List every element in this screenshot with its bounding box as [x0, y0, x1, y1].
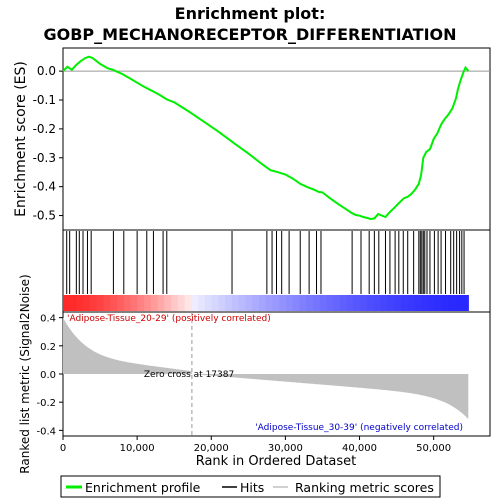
heat-bar-segment — [312, 295, 321, 311]
heat-bar-segment — [231, 295, 240, 311]
heat-bar-segment — [394, 295, 402, 311]
heat-bar-segment — [238, 295, 246, 311]
heat-bar-segment — [272, 295, 280, 311]
es-y-tick-label: -0.4 — [33, 180, 56, 194]
enrichment-profile-line — [62, 55, 470, 221]
rank-x-tick-label: 20,000 — [194, 443, 229, 454]
heat-bar-segment — [76, 295, 84, 311]
heat-bar-segment — [407, 295, 415, 311]
heat-bar-segment — [117, 295, 125, 311]
heat-bar-segment — [427, 295, 436, 311]
rank-y-tick-label: -0.2 — [36, 398, 56, 409]
legend-entry-metric: Ranking metric scores — [295, 480, 434, 495]
heat-bar-segment — [171, 295, 179, 311]
heat-bar-segment — [299, 295, 307, 311]
heat-bar-segment — [292, 295, 301, 311]
heat-bar-segment — [137, 295, 145, 311]
heat-bar-segment — [63, 295, 71, 311]
heat-bar-segment — [339, 295, 348, 311]
rank-x-tick-label: 0 — [60, 443, 66, 454]
heat-bar-segment — [103, 295, 111, 311]
rank-y-tick-label: 0.2 — [40, 342, 56, 353]
heat-bar-segment — [258, 295, 267, 311]
heat-bar-segment — [279, 295, 287, 311]
es-y-tick-label: 0.0 — [37, 64, 56, 78]
chart-title-line1: Enrichment plot: — [175, 4, 326, 23]
chart-title-line2: GOBP_MECHANORECEPTOR_DIFFERENTIATION — [43, 25, 456, 44]
heat-bar-segment — [333, 295, 341, 311]
heat-bar-segment — [306, 295, 314, 311]
es-y-tick-label: -0.2 — [33, 122, 56, 136]
heat-bar-segment — [191, 295, 199, 311]
heat-bar-segment — [461, 295, 469, 311]
heat-bar-segment — [366, 295, 375, 311]
heat-bar-segment — [69, 295, 78, 311]
rank-x-tick-label: 10,000 — [120, 443, 155, 454]
heat-bar-segment — [218, 295, 226, 311]
rank-x-ticks: 0 10,000 20,000 30,000 40,000 50,000 — [60, 436, 451, 454]
heat-bar-segment — [252, 295, 260, 311]
es-y-axis-label: Enrichment score (ES) — [13, 61, 29, 217]
heat-bar-segment — [360, 295, 368, 311]
heat-bar-segment — [319, 295, 328, 311]
heat-bar-segment — [380, 295, 388, 311]
heat-bar-segment — [150, 295, 159, 311]
zero-cross-label: Zero cross at 17387 — [144, 370, 234, 380]
es-panel-frame — [62, 47, 491, 231]
heat-bar-segment — [198, 295, 206, 311]
es-y-ticks: 0.0 -0.1 -0.2 -0.3 -0.4 -0.5 — [33, 64, 63, 223]
heat-bar-segment — [211, 295, 219, 311]
rank-y-tick-label: 0.0 — [40, 370, 56, 381]
heat-bar-segment — [353, 295, 361, 311]
rank-x-tick-label: 40,000 — [342, 443, 377, 454]
heat-bar-segment — [421, 295, 429, 311]
rank-heat-bar — [63, 295, 469, 311]
heat-bar-segment — [346, 295, 355, 311]
rank-x-tick-label: 30,000 — [268, 443, 303, 454]
heat-bar-segment — [157, 295, 165, 311]
heat-bar-segment — [387, 295, 395, 311]
rank-y-tick-label: -0.4 — [36, 426, 56, 437]
heat-bar-segment — [265, 295, 274, 311]
heat-bar-segment — [90, 295, 98, 311]
negative-class-label: 'Adipose-Tissue_30-39' (negatively corre… — [255, 423, 463, 433]
heat-bar-segment — [245, 295, 253, 311]
heat-bar-segment — [184, 295, 192, 311]
heat-bar-segment — [123, 295, 132, 311]
rank-x-axis-label: Rank in Ordered Dataset — [196, 454, 357, 469]
heat-bar-segment — [96, 295, 105, 311]
heat-bar-segment — [130, 295, 138, 311]
heat-bar-segment — [454, 295, 463, 311]
heat-bar-segment — [204, 295, 213, 311]
es-y-tick-label: -0.1 — [33, 93, 56, 107]
ranking-metric-area — [63, 317, 469, 420]
rank-y-ticks: 0.4 0.2 0.0 -0.2 -0.4 — [36, 314, 63, 437]
legend-entry-hits: Hits — [240, 480, 264, 495]
heat-bar-segment — [110, 295, 118, 311]
heat-bar-segment — [441, 295, 449, 311]
heat-bar-segment — [373, 295, 382, 311]
heat-bar-segment — [285, 295, 294, 311]
rank-y-axis-label: Ranked list metric (Signal2Noise) — [18, 274, 32, 473]
heat-bar-segment — [400, 295, 409, 311]
heat-bar-segment — [434, 295, 442, 311]
es-y-tick-label: -0.5 — [33, 209, 56, 223]
heat-bar-segment — [177, 295, 186, 311]
heat-bar-segment — [326, 295, 334, 311]
heat-bar-segment — [164, 295, 172, 311]
positive-class-label: 'Adipose-Tissue_20-29' (positively corre… — [67, 314, 271, 324]
es-y-tick-label: -0.3 — [33, 151, 56, 165]
heat-bar-segment — [225, 295, 233, 311]
legend-box — [60, 475, 441, 498]
hits-markers — [66, 231, 465, 294]
heat-bar-segment — [448, 295, 456, 311]
heat-bar-segment — [414, 295, 422, 311]
rank-y-tick-label: 0.4 — [40, 314, 56, 325]
legend-entry-profile: Enrichment profile — [85, 480, 201, 495]
rank-x-tick-label: 50,000 — [416, 443, 451, 454]
heat-bar-segment — [144, 295, 152, 311]
heat-bar-segment — [83, 295, 91, 311]
